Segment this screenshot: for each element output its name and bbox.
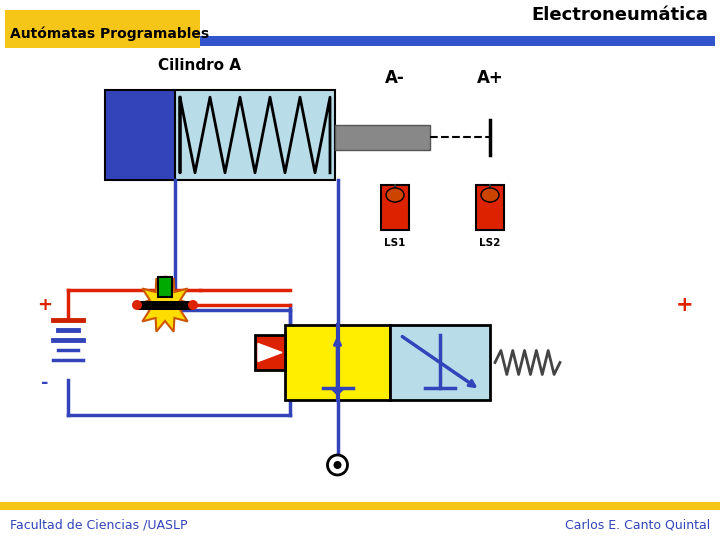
FancyBboxPatch shape	[476, 185, 504, 230]
Polygon shape	[258, 343, 282, 361]
FancyBboxPatch shape	[175, 90, 335, 180]
FancyBboxPatch shape	[158, 277, 172, 297]
FancyBboxPatch shape	[335, 125, 430, 150]
FancyBboxPatch shape	[255, 335, 285, 370]
Text: Carlos E. Canto Quintal: Carlos E. Canto Quintal	[564, 518, 710, 531]
Text: Facultad de Ciencias /UASLP: Facultad de Ciencias /UASLP	[10, 518, 187, 531]
Text: A-: A-	[385, 69, 405, 87]
FancyBboxPatch shape	[105, 90, 175, 180]
Text: Electroneumática: Electroneumática	[531, 6, 708, 24]
FancyBboxPatch shape	[285, 325, 390, 400]
Polygon shape	[137, 279, 193, 332]
Circle shape	[132, 300, 142, 310]
Text: +: +	[676, 295, 694, 315]
Circle shape	[188, 300, 198, 310]
Polygon shape	[330, 388, 346, 396]
FancyBboxPatch shape	[0, 502, 720, 510]
FancyBboxPatch shape	[137, 301, 193, 310]
Text: Autómatas Programables: Autómatas Programables	[10, 27, 209, 41]
FancyBboxPatch shape	[381, 185, 409, 230]
FancyBboxPatch shape	[200, 36, 715, 46]
Ellipse shape	[481, 188, 499, 202]
Text: Cilindro A: Cilindro A	[158, 57, 241, 72]
FancyBboxPatch shape	[390, 325, 490, 400]
Ellipse shape	[386, 188, 404, 202]
Circle shape	[328, 455, 348, 475]
Text: A+: A+	[477, 69, 503, 87]
FancyBboxPatch shape	[5, 10, 200, 48]
Circle shape	[333, 461, 341, 469]
Text: +: +	[37, 296, 53, 314]
Text: LS1: LS1	[384, 238, 405, 248]
Text: LS2: LS2	[480, 238, 500, 248]
Text: -: -	[41, 374, 49, 392]
